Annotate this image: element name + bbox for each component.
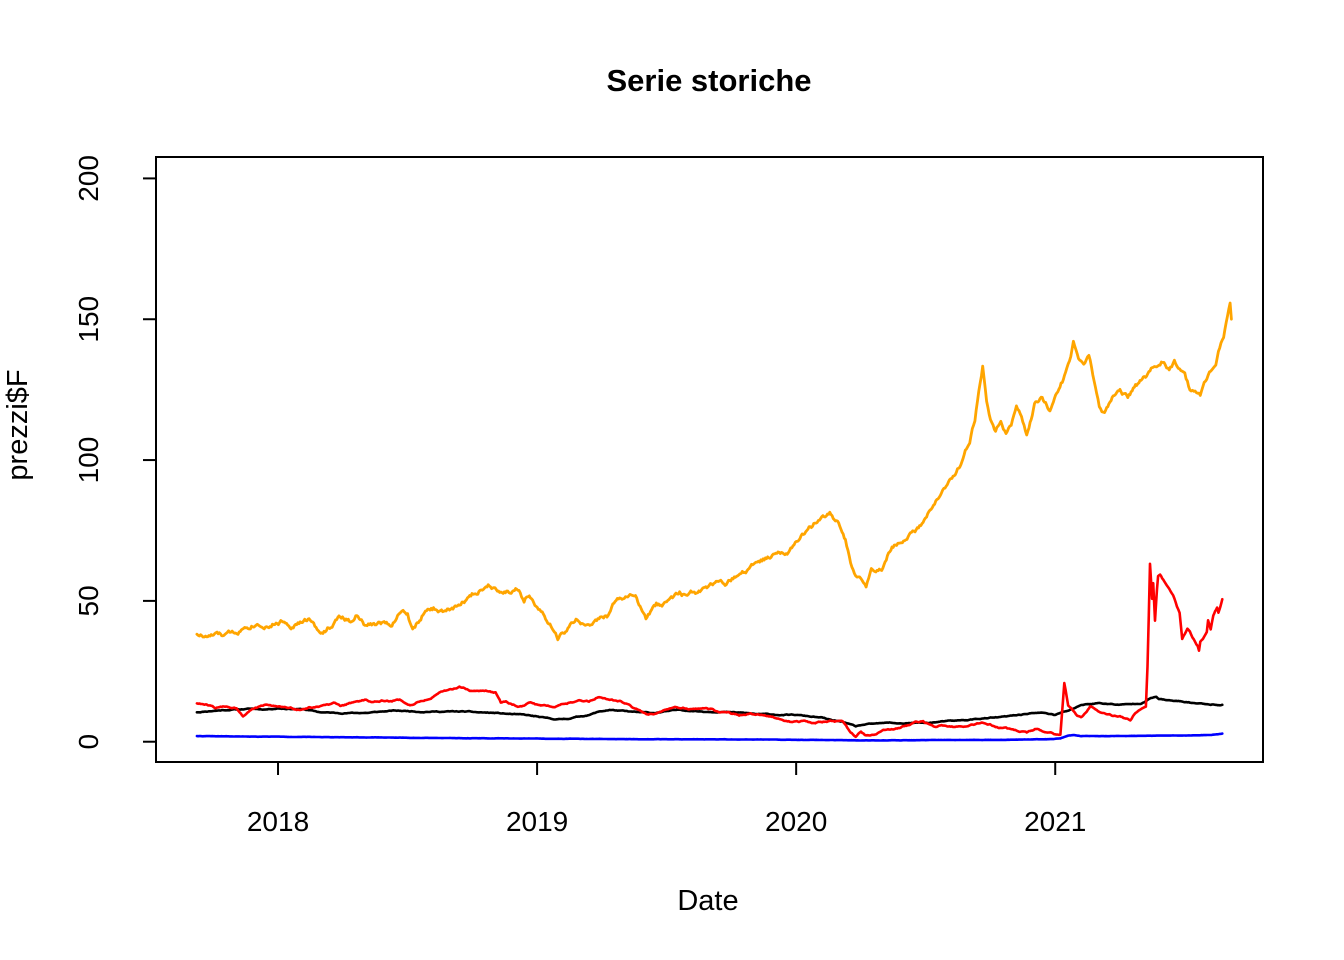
series-line-orange	[195, 301, 1233, 642]
x-tick-label: 2018	[247, 806, 309, 837]
series-line-blue	[195, 732, 1224, 742]
x-axis-title: Date	[677, 885, 738, 917]
series-line-black	[195, 695, 1224, 728]
chart-title: Serie storiche	[606, 63, 811, 98]
x-tick-label: 2019	[506, 806, 568, 837]
x-tick-label: 2021	[1024, 806, 1086, 837]
series-line-red	[195, 562, 1224, 739]
y-tick-label: 200	[73, 155, 104, 202]
series-group	[195, 301, 1233, 742]
y-axis: 0 50 100 150 200	[73, 155, 156, 750]
y-tick-label: 0	[73, 734, 104, 750]
x-axis: 2018 2019 2020 2021	[247, 762, 1086, 837]
y-tick-label: 150	[73, 296, 104, 343]
y-tick-label: 100	[73, 437, 104, 484]
y-axis-title: prezzi$F	[2, 369, 34, 480]
y-tick-label: 50	[73, 585, 104, 616]
x-tick-label: 2020	[765, 806, 827, 837]
plot-border-box	[155, 156, 1264, 763]
